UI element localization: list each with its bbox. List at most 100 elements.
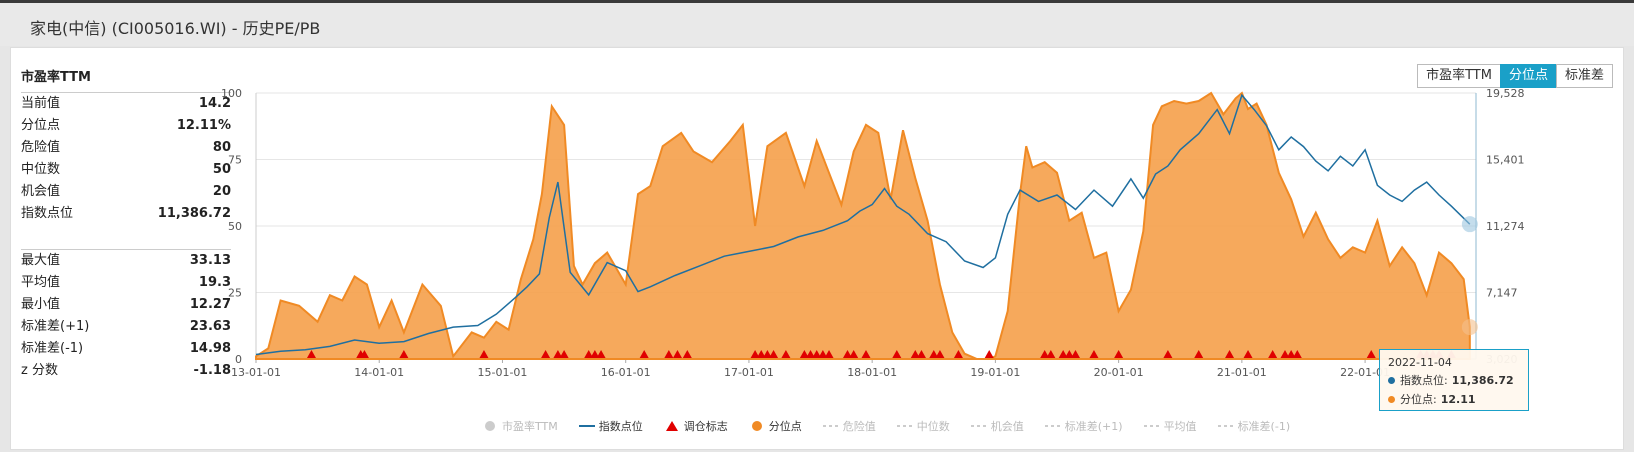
- stats-group-current: 当前值 14.2 分位点 12.11% 危险值 80 中位数 50 机会值 20 指数点位 11,38…: [21, 92, 231, 225]
- rebalance-marker: [953, 350, 963, 358]
- legend-label: 指数点位: [598, 420, 643, 433]
- rebalance-marker: [479, 350, 489, 358]
- legend-dot-icon: [751, 421, 762, 431]
- rebalance-marker: [553, 350, 563, 358]
- stat-row: 当前值 14.2: [21, 93, 231, 115]
- series-dot-icon: [1388, 395, 1395, 403]
- rebalance-marker: [1058, 350, 1068, 358]
- x-tick-label: 16-01-01: [601, 366, 651, 379]
- rebalance-marker: [892, 350, 902, 358]
- stat-value: 33.13: [189, 253, 231, 268]
- rebalance-marker: [824, 350, 834, 358]
- stat-row: 标准差(+1) 23.63: [21, 316, 231, 338]
- stats-heading: 市盈率TTM: [21, 70, 91, 85]
- legend-item[interactable]: 标准差(-1): [1217, 418, 1291, 434]
- tooltip-date: 2022-11-04: [1388, 356, 1452, 369]
- x-tick-label: 22-01-01: [1340, 366, 1390, 379]
- legend-label: 中位数: [916, 420, 950, 433]
- window-title: 家电(中信) (CI005016.WI) - 历史PE/PB: [30, 19, 321, 38]
- stat-label: z 分数: [21, 363, 58, 378]
- rebalance-marker: [910, 350, 920, 358]
- legend-item[interactable]: 市盈率TTM: [481, 418, 558, 434]
- rebalance-marker: [916, 350, 926, 358]
- rebalance-marker: [935, 350, 945, 358]
- chart-legend: 市盈率TTM 指数点位 调仓标志 分位点 危险值 中位数 机会值 标准差(+1) 平均值 标准差(…: [481, 418, 1310, 434]
- stat-value: -1.18: [193, 363, 231, 378]
- rebalance-marker: [399, 350, 409, 358]
- stat-row: 危险值 80: [21, 137, 231, 159]
- rebalance-marker: [559, 350, 569, 358]
- legend-label: 调仓标志: [683, 420, 728, 433]
- stat-row: 标准差(-1) 14.98: [21, 338, 231, 360]
- stat-label: 机会值: [21, 184, 61, 199]
- legend-item[interactable]: 指数点位: [578, 418, 643, 434]
- rebalance-marker: [1268, 350, 1278, 358]
- y-left-tick-label: 0: [235, 353, 242, 366]
- rebalance-marker: [682, 350, 692, 358]
- rebalance-marker: [1089, 350, 1099, 358]
- rebalance-marker: [781, 350, 791, 358]
- rebalance-marker: [812, 350, 822, 358]
- stat-value: 80: [212, 140, 231, 155]
- rebalance-marker: [1194, 350, 1204, 358]
- tooltip-label: 指数点位:: [1400, 374, 1448, 387]
- stat-value: 11,386.72: [157, 206, 231, 221]
- legend-item[interactable]: 调仓标志: [663, 418, 728, 434]
- rebalance-marker: [1286, 350, 1296, 358]
- y-left-tick-label: 25: [228, 287, 242, 300]
- legend-line-icon: [578, 425, 595, 427]
- stat-row: 平均值 19.3: [21, 272, 231, 294]
- metric-button[interactable]: 标准差: [1555, 64, 1613, 88]
- legend-item[interactable]: 标准差(+1): [1044, 418, 1123, 434]
- rebalance-marker: [750, 350, 760, 358]
- legend-label: 平均值: [1163, 420, 1197, 433]
- legend-item[interactable]: 平均值: [1143, 418, 1197, 434]
- chart-svg: 02550751003,0207,14711,27415,40119,52813…: [221, 87, 1525, 379]
- stat-row: 中位数 50: [21, 159, 231, 181]
- tooltip-value: 12.11: [1440, 392, 1476, 406]
- rebalance-marker: [756, 350, 766, 358]
- stat-value: 23.63: [189, 319, 231, 334]
- rebalance-marker: [1163, 350, 1173, 358]
- x-tick-label: 21-01-01: [1217, 366, 1267, 379]
- stat-value: 14.98: [189, 341, 231, 356]
- rebalance-marker: [1292, 350, 1302, 358]
- legend-item[interactable]: 危险值: [822, 418, 876, 434]
- rebalance-marker: [1225, 350, 1235, 358]
- y-right-tick-label: 19,528: [1486, 87, 1525, 100]
- stat-value: 19.3: [198, 275, 231, 290]
- chart-panel: 市盈率TTM 当前值 14.2 分位点 12.11% 危险值 80 中位数 50 机会值 20 指数…: [10, 47, 1624, 450]
- legend-label: 市盈率TTM: [502, 420, 558, 433]
- metric-button[interactable]: 市盈率TTM: [1417, 64, 1501, 88]
- metric-button[interactable]: 分位点: [1499, 64, 1557, 88]
- y-right-tick-label: 11,274: [1486, 220, 1525, 233]
- legend-dash-icon: [1217, 425, 1234, 427]
- y-right-tick-label: 7,147: [1486, 287, 1518, 300]
- rebalance-marker: [590, 350, 600, 358]
- legend-dot-icon: [485, 421, 495, 431]
- stat-label: 最大值: [21, 253, 61, 268]
- legend-item[interactable]: 机会值: [970, 418, 1024, 434]
- legend-label: 危险值: [842, 420, 876, 433]
- stat-label: 平均值: [21, 275, 61, 290]
- rebalance-marker: [664, 350, 674, 358]
- legend-label: 分位点: [768, 420, 802, 433]
- rebalance-marker: [639, 350, 649, 358]
- index-hover-marker: [1461, 216, 1478, 233]
- stat-row: 机会值 20: [21, 181, 231, 203]
- stat-row: z 分数 -1.18: [21, 360, 231, 382]
- legend-item[interactable]: 中位数: [896, 418, 950, 434]
- rebalance-marker: [1064, 350, 1074, 358]
- x-tick-label: 17-01-01: [724, 366, 774, 379]
- legend-dash-icon: [970, 425, 987, 427]
- stat-row: 指数点位 11,386.72: [21, 203, 231, 225]
- legend-item[interactable]: 分位点: [748, 418, 802, 434]
- legend-dash-icon: [1044, 425, 1061, 427]
- legend-dash-icon: [822, 425, 839, 427]
- y-left-tick-label: 100: [221, 87, 242, 100]
- legend-label: 标准差(-1): [1237, 420, 1291, 433]
- legend-dash-icon: [896, 425, 913, 427]
- stat-value: 12.11%: [176, 118, 231, 133]
- stat-label: 危险值: [21, 140, 61, 155]
- rebalance-marker: [541, 350, 551, 358]
